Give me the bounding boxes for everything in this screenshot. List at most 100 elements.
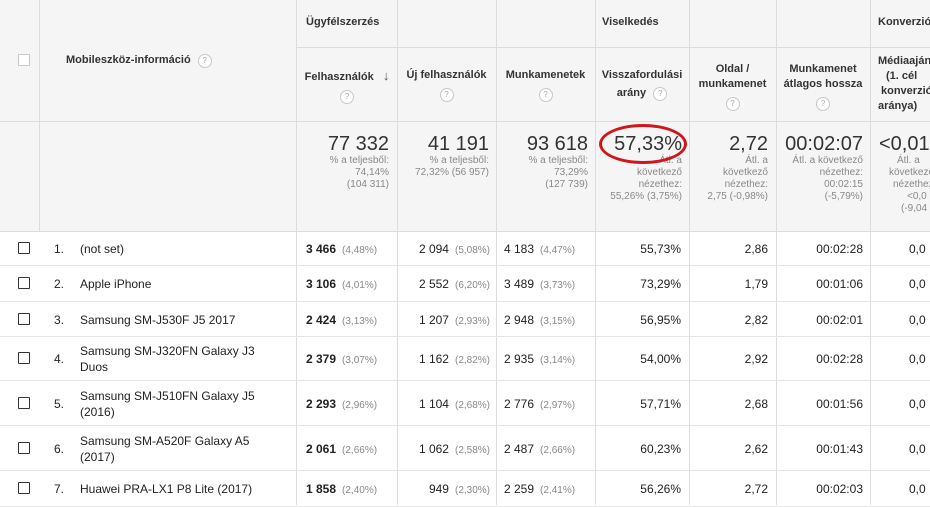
help-icon[interactable]: ? xyxy=(653,87,668,101)
row-divider xyxy=(0,301,930,302)
column-header-pages-per-session[interactable]: Oldal / munkamenet ? xyxy=(689,62,776,111)
cell-users: 2 379 (3,07%) xyxy=(306,351,377,369)
sessions-value: 4 183 xyxy=(504,242,535,256)
cell-sessions: 3 489 (3,73%) xyxy=(504,276,575,294)
cell-sessions: 4 183 (4,47%) xyxy=(504,241,575,259)
row-index: 5. xyxy=(54,396,65,411)
cell-bounce-rate: 57,71% xyxy=(640,396,681,411)
table-row: 3. Samsung SM-J530F J5 2017 2 424 (3,13%) 1 … xyxy=(0,302,930,337)
cell-users: 2 061 (2,66%) xyxy=(306,441,377,459)
help-icon[interactable]: ? xyxy=(816,97,830,111)
users-percent: (2,66%) xyxy=(342,444,378,456)
row-divider xyxy=(0,470,930,471)
help-icon[interactable]: ? xyxy=(725,97,740,111)
help-icon[interactable]: ? xyxy=(340,90,354,104)
row-divider xyxy=(0,380,930,381)
users-percent: (4,48%) xyxy=(342,245,378,256)
column-header-users[interactable]: Felhasználók ↓ ? xyxy=(297,68,397,104)
sort-desc-icon[interactable]: ↓ xyxy=(382,68,390,83)
select-all-checkbox[interactable] xyxy=(18,54,30,66)
table-row: 1. (not set) 3 466 (4,48%) 2 094 (5,08%) 4 183… xyxy=(0,232,930,266)
cell-conversion: 0,0 xyxy=(909,441,926,456)
device-name-link[interactable]: Samsung SM-A520F Galaxy A5 (2017) xyxy=(80,433,249,465)
row-checkbox[interactable] xyxy=(18,312,30,325)
column-header-goal-conversion[interactable]: Médiaaján (1. cél konverzió aránya) xyxy=(878,55,930,112)
device-name-link[interactable]: Samsung SM-J320FN Galaxy J3 Duos xyxy=(80,343,255,375)
row-checkbox[interactable] xyxy=(18,396,30,409)
column-header-bounce-rate[interactable]: Visszafordulási arány ? xyxy=(601,69,683,101)
cell-pages-per-session: 2,68 xyxy=(744,396,768,411)
totals-users: 77 332 % a teljesből: 74,14% (104 311) xyxy=(327,133,389,190)
cell-bounce-rate: 54,00% xyxy=(640,352,681,366)
new-users-percent: (2,82%) xyxy=(454,355,490,366)
cell-pages-per-session: 2,72 xyxy=(744,482,768,496)
sessions-percent: (3,73%) xyxy=(540,280,576,291)
sessions-percent: (2,97%) xyxy=(540,399,576,411)
group-behavior: Viselkedés xyxy=(602,16,659,28)
row-index: 4. xyxy=(54,352,65,366)
row-divider xyxy=(0,265,930,266)
row-checkbox[interactable] xyxy=(18,352,30,364)
users-value: 2 061 xyxy=(306,441,337,456)
device-name-line: Samsung SM-A520F Galaxy A5 xyxy=(80,433,250,448)
cell-conversion: 0,0 xyxy=(909,396,926,411)
dimension-header-label: Mobileszköz-információ xyxy=(66,54,191,66)
row-checkbox[interactable] xyxy=(18,242,30,254)
cell-sessions: 2 776 (2,97%) xyxy=(504,396,575,414)
column-header-new-users[interactable]: Új felhasználók ? xyxy=(397,68,496,102)
row-checkbox[interactable] xyxy=(18,441,30,454)
device-name-link[interactable]: Apple iPhone xyxy=(80,276,151,292)
device-name-link[interactable]: Samsung SM-J510FN Galaxy J5 (2016) xyxy=(80,388,255,420)
new-users-value: 1 162 xyxy=(418,352,449,366)
users-percent: (3,13%) xyxy=(342,315,378,327)
cell-avg-duration: 00:02:28 xyxy=(816,242,863,256)
cell-conversion: 0,0 xyxy=(909,352,926,366)
table-row: 6. Samsung SM-A520F Galaxy A5 (2017) 2 061 (… xyxy=(0,426,930,471)
new-users-value: 1 062 xyxy=(418,441,449,456)
table-row: 7. Huawei PRA-LX1 P8 Lite (2017) 1 858 (2,4… xyxy=(0,471,930,507)
new-users-percent: (2,93%) xyxy=(454,315,490,327)
cell-sessions: 2 935 (3,14%) xyxy=(504,351,575,369)
cell-avg-duration: 00:02:01 xyxy=(816,312,863,327)
sessions-percent: (3,14%) xyxy=(540,355,576,366)
totals-sessions: 93 618 % a teljesből: 73,29% (127 739) xyxy=(526,133,588,190)
cell-bounce-rate: 56,26% xyxy=(640,482,681,496)
cell-users: 1 858 (2,40%) xyxy=(306,481,377,499)
sessions-percent: (2,66%) xyxy=(540,444,576,456)
cell-avg-duration: 00:02:03 xyxy=(816,482,863,496)
device-name-link[interactable]: (not set) xyxy=(80,241,124,257)
cell-pages-per-session: 2,82 xyxy=(744,312,768,327)
users-value: 2 379 xyxy=(306,352,337,366)
cell-sessions: 2 259 (2,41%) xyxy=(504,481,575,499)
help-icon[interactable]: ? xyxy=(197,54,212,68)
cell-new-users: 2 552 (6,20%) xyxy=(397,276,490,294)
column-header-avg-session-duration[interactable]: Munkamenet átlagos hossza ? xyxy=(776,62,870,111)
help-icon[interactable]: ? xyxy=(538,88,553,102)
help-icon[interactable]: ? xyxy=(439,88,454,102)
row-index: 7. xyxy=(54,482,65,496)
device-name-link[interactable]: Huawei PRA-LX1 P8 Lite (2017) xyxy=(80,481,252,497)
dimension-header[interactable]: Mobileszköz-információ ? xyxy=(66,53,212,68)
totals-conversion: <0,01 Átl. a következő nézethez: <0,0 (-… xyxy=(879,133,930,214)
device-name-line: (2017) xyxy=(80,449,115,464)
device-name-line: Samsung SM-J530F J5 2017 xyxy=(80,312,236,327)
device-name-line: Apple iPhone xyxy=(80,277,152,291)
cell-bounce-rate: 60,23% xyxy=(640,441,681,456)
new-users-percent: (6,20%) xyxy=(454,280,490,291)
row-checkbox[interactable] xyxy=(18,482,30,494)
cell-conversion: 0,0 xyxy=(909,312,926,327)
totals-duration: 00:02:07 Átl. a következő nézethez: 00:0… xyxy=(785,133,863,202)
new-users-percent: (2,30%) xyxy=(454,485,490,496)
cell-avg-duration: 00:02:28 xyxy=(816,352,863,366)
row-checkbox[interactable] xyxy=(18,277,30,289)
sessions-value: 2 776 xyxy=(504,396,535,411)
new-users-value: 1 104 xyxy=(418,396,449,411)
cell-avg-duration: 00:01:56 xyxy=(816,396,863,411)
users-value: 2 293 xyxy=(306,396,337,411)
highlight-circle xyxy=(599,124,687,164)
column-header-sessions[interactable]: Munkamenetek ? xyxy=(496,68,595,102)
row-index: 1. xyxy=(54,242,65,256)
device-name-link[interactable]: Samsung SM-J530F J5 2017 xyxy=(80,312,235,328)
cell-conversion: 0,0 xyxy=(909,277,926,291)
users-value: 3 466 xyxy=(306,242,337,256)
